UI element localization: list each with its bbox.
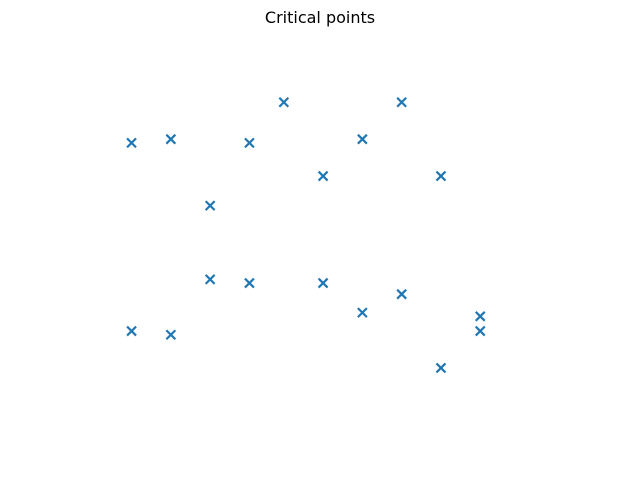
data-point-marker (357, 133, 368, 145)
data-point-marker (396, 97, 407, 108)
data-point-marker (165, 133, 177, 145)
data-point-marker (126, 325, 137, 337)
data-point-marker (435, 170, 447, 182)
data-point-marker (357, 307, 368, 318)
data-point-marker (204, 274, 216, 285)
data-point-marker (435, 362, 447, 374)
data-point-marker (317, 170, 329, 182)
data-point-marker (165, 329, 177, 341)
data-point-marker (317, 277, 329, 289)
chart-title: Critical points (264, 8, 376, 27)
data-point-marker (474, 311, 486, 322)
data-point-marker (244, 277, 255, 289)
data-point-marker (396, 288, 407, 300)
points-layer (126, 97, 486, 374)
data-point-marker (126, 137, 137, 149)
data-point-marker (474, 325, 486, 337)
data-point-marker (244, 137, 255, 149)
data-point-marker (204, 200, 216, 211)
data-point-marker (278, 97, 290, 108)
